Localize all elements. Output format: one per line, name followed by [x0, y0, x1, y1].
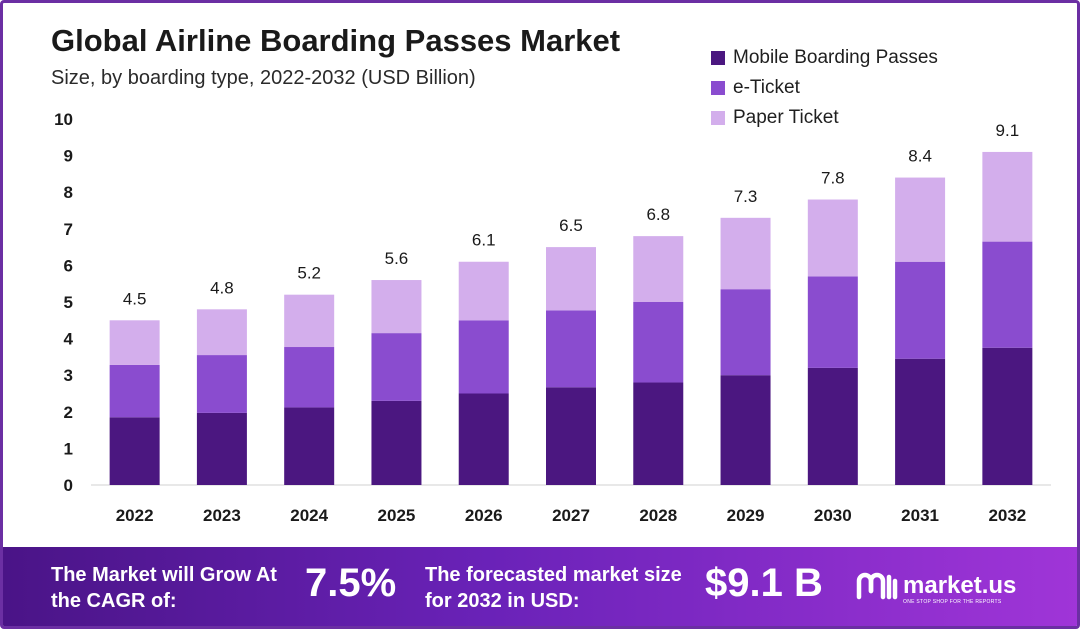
x-tick-label: 2032	[988, 506, 1026, 525]
bar-segment-mobile	[546, 387, 596, 485]
bar-segment-paper	[982, 151, 1033, 242]
bar-segment-paper	[633, 236, 684, 302]
y-tick-label: 10	[54, 110, 73, 129]
bar-segment-mobile	[458, 393, 509, 485]
bar-total-label: 4.8	[210, 278, 234, 297]
x-tick-label: 2027	[552, 506, 590, 525]
bar-segment-mobile	[807, 367, 858, 485]
chart-subtitle: Size, by boarding type, 2022-2032 (USD B…	[51, 67, 476, 89]
legend-swatch-mobile	[711, 51, 725, 65]
stacked-bar-chart: 0 1 2 3 4 5 6 7 8 9 10 4.5 2022 4.8 2023 5.2 2024 5.6 2025…	[54, 110, 1051, 525]
bar-segment-eticket	[633, 302, 684, 383]
y-tick-label: 0	[64, 476, 73, 495]
bar-segment-paper	[371, 280, 422, 334]
bar-segment-paper	[458, 261, 509, 321]
legend-label-paper: Paper Ticket	[733, 107, 839, 128]
legend-label-mobile: Mobile Boarding Passes	[733, 47, 938, 68]
bar-segment-eticket	[807, 276, 858, 368]
bar-segment-mobile	[196, 412, 247, 485]
y-tick-label: 2	[64, 403, 73, 422]
bar-total-label: 5.6	[385, 249, 409, 268]
legend-swatch-paper	[711, 111, 725, 125]
x-tick-label: 2028	[639, 506, 677, 525]
legend-item-paper: Paper Ticket	[711, 103, 938, 133]
brand-logo: market.us ONE STOP SHOP FOR THE REPORTS	[855, 569, 1017, 605]
bar-segment-paper	[546, 247, 596, 311]
market-us-logo-icon	[856, 572, 898, 600]
y-tick-label: 8	[64, 183, 73, 202]
bar-segment-eticket	[371, 333, 422, 401]
bar-segment-paper	[807, 199, 858, 277]
x-tick-label: 2024	[290, 506, 328, 525]
y-tick-label: 4	[64, 330, 74, 349]
bar-segment-eticket	[720, 289, 771, 376]
bar-total-label: 8.4	[908, 147, 932, 166]
bar-segment-eticket	[284, 347, 335, 408]
x-tick-label: 2022	[116, 506, 154, 525]
chart-title: Global Airline Boarding Passes Market	[51, 23, 621, 58]
bar-segment-eticket	[109, 364, 160, 418]
brand-name: market.us	[903, 572, 1017, 599]
bar-segment-mobile	[895, 358, 946, 485]
y-tick-label: 5	[64, 293, 73, 312]
bar-segment-eticket	[982, 241, 1033, 348]
x-tick-label: 2026	[465, 506, 503, 525]
bar-segment-eticket	[895, 261, 946, 359]
bar-total-label: 9.1	[996, 121, 1020, 140]
x-tick-label: 2025	[378, 506, 416, 525]
bar-segment-mobile	[982, 347, 1033, 485]
y-tick-label: 6	[64, 256, 73, 275]
bar-segment-mobile	[371, 400, 422, 485]
legend-label-eticket: e-Ticket	[733, 77, 800, 98]
cagr-text: The Market will Grow At the CAGR of:	[51, 564, 277, 612]
bar-total-label: 6.8	[646, 205, 670, 224]
x-tick-label: 2029	[727, 506, 765, 525]
brand-tagline: ONE STOP SHOP FOR THE REPORTS	[903, 599, 1002, 605]
y-tick-label: 9	[64, 147, 73, 166]
bar-total-label: 4.5	[123, 289, 147, 308]
chart-legend: Mobile Boarding Passes e-Ticket Paper Ti…	[711, 43, 938, 133]
bar-total-label: 5.2	[297, 264, 321, 283]
bar-segment-eticket	[458, 320, 509, 394]
cagr-value: 7.5%	[305, 561, 397, 605]
bar-segment-paper	[720, 217, 771, 290]
legend-item-eticket: e-Ticket	[711, 73, 938, 103]
legend-item-mobile: Mobile Boarding Passes	[711, 43, 938, 73]
bar-total-label: 6.5	[559, 216, 583, 235]
bar-segment-paper	[109, 320, 160, 365]
y-tick-label: 3	[64, 366, 73, 385]
x-tick-label: 2030	[814, 506, 852, 525]
bar-total-label: 7.8	[821, 169, 845, 188]
bar-segment-mobile	[284, 407, 335, 485]
bar-segment-paper	[895, 177, 946, 262]
forecast-text: The forecasted market size for 2032 in U…	[425, 564, 682, 612]
legend-swatch-eticket	[711, 81, 725, 95]
bar-segment-mobile	[109, 417, 160, 485]
bar-segment-paper	[196, 309, 247, 356]
y-tick-label: 1	[64, 439, 73, 458]
footer-banner: The Market will Grow At the CAGR of: 7.5…	[3, 547, 1077, 626]
bar-total-label: 7.3	[734, 187, 758, 206]
y-tick-label: 7	[64, 220, 73, 239]
bar-segment-paper	[284, 294, 335, 348]
bar-segment-mobile	[633, 382, 684, 485]
forecast-value: $9.1 B	[705, 561, 823, 605]
bar-total-label: 6.1	[472, 231, 496, 250]
bar-segment-eticket	[196, 355, 247, 413]
x-tick-label: 2031	[901, 506, 939, 525]
x-tick-label: 2023	[203, 506, 241, 525]
bar-segment-mobile	[720, 375, 771, 485]
bar-segment-eticket	[546, 310, 596, 388]
